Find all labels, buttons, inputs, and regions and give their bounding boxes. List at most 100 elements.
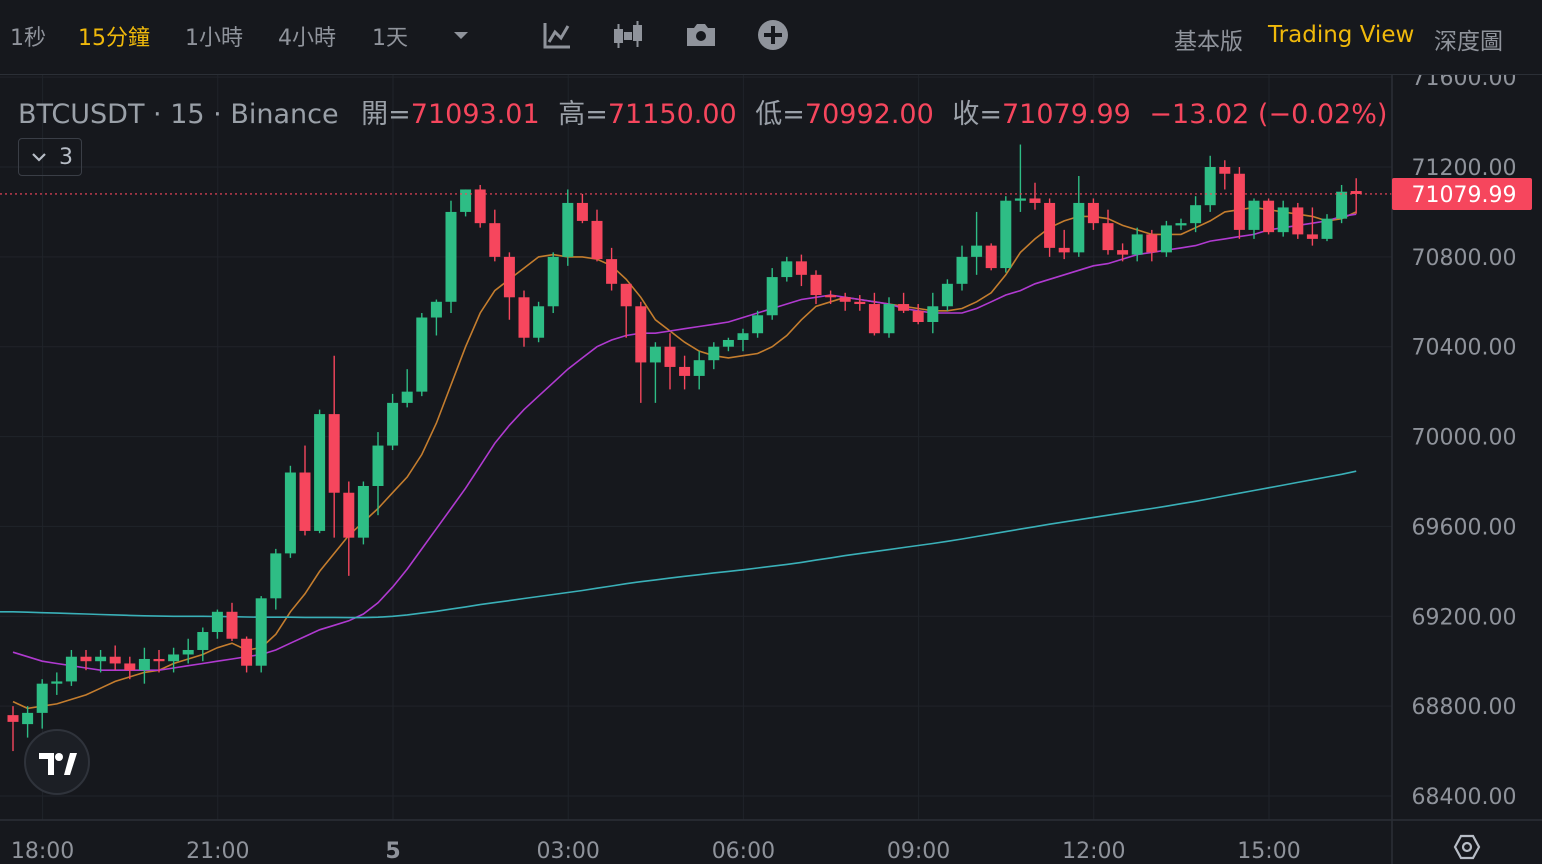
candle-body xyxy=(153,658,165,662)
candle-body xyxy=(649,346,661,363)
time-tick-label: 21:00 xyxy=(186,839,249,864)
legend-low: 70992.00 xyxy=(804,99,934,130)
candle-body xyxy=(138,658,150,671)
candle-body xyxy=(1306,234,1318,239)
candle-body xyxy=(825,295,837,298)
candle-body xyxy=(22,712,34,725)
candle-body xyxy=(956,256,968,284)
price-tick-label: 70400.00 xyxy=(1412,336,1517,361)
candle-body xyxy=(606,259,618,284)
candle-body xyxy=(1146,234,1158,253)
price-tick-label: 71200.00 xyxy=(1412,156,1517,181)
candle-body xyxy=(1248,200,1260,230)
candle-body xyxy=(211,611,223,633)
candle-body xyxy=(576,202,588,221)
candle-body xyxy=(1277,207,1289,233)
candle-body xyxy=(679,366,691,376)
price-tick-label: 68800.00 xyxy=(1412,695,1517,720)
view-depth[interactable]: 深度圖 xyxy=(1434,29,1503,55)
legend-open: 71093.01 xyxy=(410,99,540,130)
candle-body xyxy=(255,598,267,666)
chevron-down-icon[interactable] xyxy=(444,18,478,52)
last-price-text: 71079.99 xyxy=(1412,183,1517,208)
candle-body xyxy=(270,553,282,599)
timeframe-1d[interactable]: 1天 xyxy=(372,26,408,51)
price-tick-label: 71600.00 xyxy=(1412,75,1517,91)
legend-high: 71150.00 xyxy=(607,99,737,130)
candle-body xyxy=(430,301,442,318)
candle-body xyxy=(1350,191,1362,194)
candle-body xyxy=(722,339,734,347)
candle-body xyxy=(401,391,413,403)
view-basic[interactable]: 基本版 xyxy=(1174,29,1243,55)
time-tick-label: 18:00 xyxy=(11,839,74,864)
candle-body xyxy=(387,402,399,446)
indicator-icon[interactable] xyxy=(540,18,574,52)
candle-body xyxy=(912,310,924,323)
candle-body xyxy=(1058,247,1070,253)
candle-body xyxy=(985,245,997,269)
studies-count: 3 xyxy=(59,145,73,170)
candle-body xyxy=(7,715,19,722)
moving-average-line-2 xyxy=(12,213,1357,672)
add-circle-icon[interactable] xyxy=(756,18,790,52)
candle-body xyxy=(314,414,326,531)
candle-body xyxy=(36,683,48,713)
candle-body xyxy=(766,277,778,316)
candle-body xyxy=(927,306,939,323)
candle-body xyxy=(562,202,574,257)
candle-body xyxy=(284,472,296,554)
chart-grid xyxy=(0,75,1392,820)
candle-body xyxy=(620,283,632,307)
candle-body xyxy=(1073,202,1085,253)
candle-body xyxy=(80,656,92,662)
view-tradingview[interactable]: Trading View xyxy=(1268,22,1415,48)
candle-body xyxy=(416,317,428,392)
price-tick-label: 69200.00 xyxy=(1412,605,1517,630)
candle-body xyxy=(474,189,486,224)
candle-body xyxy=(1014,198,1026,201)
candle-body xyxy=(635,306,647,363)
candle-body xyxy=(1087,202,1099,224)
candle-body xyxy=(883,304,895,334)
timeframe-1h[interactable]: 1小時 xyxy=(185,26,243,51)
candle-body xyxy=(1102,223,1114,251)
candle-body xyxy=(197,632,209,650)
camera-icon[interactable] xyxy=(684,18,718,52)
candle-body xyxy=(941,283,953,307)
tradingview-logo[interactable] xyxy=(24,729,90,795)
price-chart[interactable]: 71600.00 71200.00 70800.00 70400.00 70000.00… xyxy=(0,75,1542,864)
candle-body xyxy=(241,638,253,666)
candlesticks xyxy=(7,144,1362,752)
price-tick-label: 70800.00 xyxy=(1412,246,1517,271)
time-tick-label: 15:00 xyxy=(1237,839,1300,864)
moving-average-line-1 xyxy=(12,206,1357,710)
candle-body xyxy=(1160,225,1172,253)
candle-body xyxy=(1131,234,1143,255)
candle-body xyxy=(547,256,559,307)
moving-averages xyxy=(0,206,1357,710)
timeframe-15m[interactable]: 15分鐘 xyxy=(78,26,150,51)
legend-symbol: BTCUSDT · 15 · Binance xyxy=(18,99,339,130)
candle-body xyxy=(1175,223,1187,226)
legend-close-label: 收= xyxy=(952,99,1002,130)
ohlc-legend: BTCUSDT · 15 · Binance 開=71093.01 高=7115… xyxy=(18,92,1387,131)
candle-body xyxy=(708,346,720,361)
studies-toggle-button[interactable]: 3 xyxy=(18,138,82,176)
candle-body xyxy=(868,304,880,334)
candle-type-icon[interactable] xyxy=(611,18,645,52)
price-axis: 71600.00 71200.00 70800.00 70400.00 70000.00… xyxy=(1412,75,1517,810)
candle-body xyxy=(810,274,822,296)
candle-body xyxy=(65,656,77,682)
candle-body xyxy=(737,333,749,340)
candle-body xyxy=(124,663,136,671)
candle-body xyxy=(1204,167,1216,206)
timeframe-4h[interactable]: 4小時 xyxy=(278,26,336,51)
tradingview-logo-icon xyxy=(39,753,77,775)
time-tick-label: 09:00 xyxy=(887,839,950,864)
candle-body xyxy=(1219,167,1231,174)
candle-body xyxy=(1029,198,1041,203)
candle-body xyxy=(182,649,194,655)
candle-body xyxy=(693,360,705,376)
timeframe-1s[interactable]: 1秒 xyxy=(10,26,46,51)
